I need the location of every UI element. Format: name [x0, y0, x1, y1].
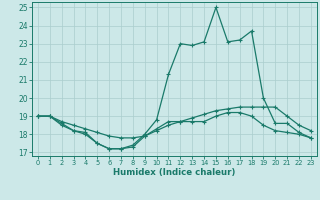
X-axis label: Humidex (Indice chaleur): Humidex (Indice chaleur) [113, 168, 236, 177]
